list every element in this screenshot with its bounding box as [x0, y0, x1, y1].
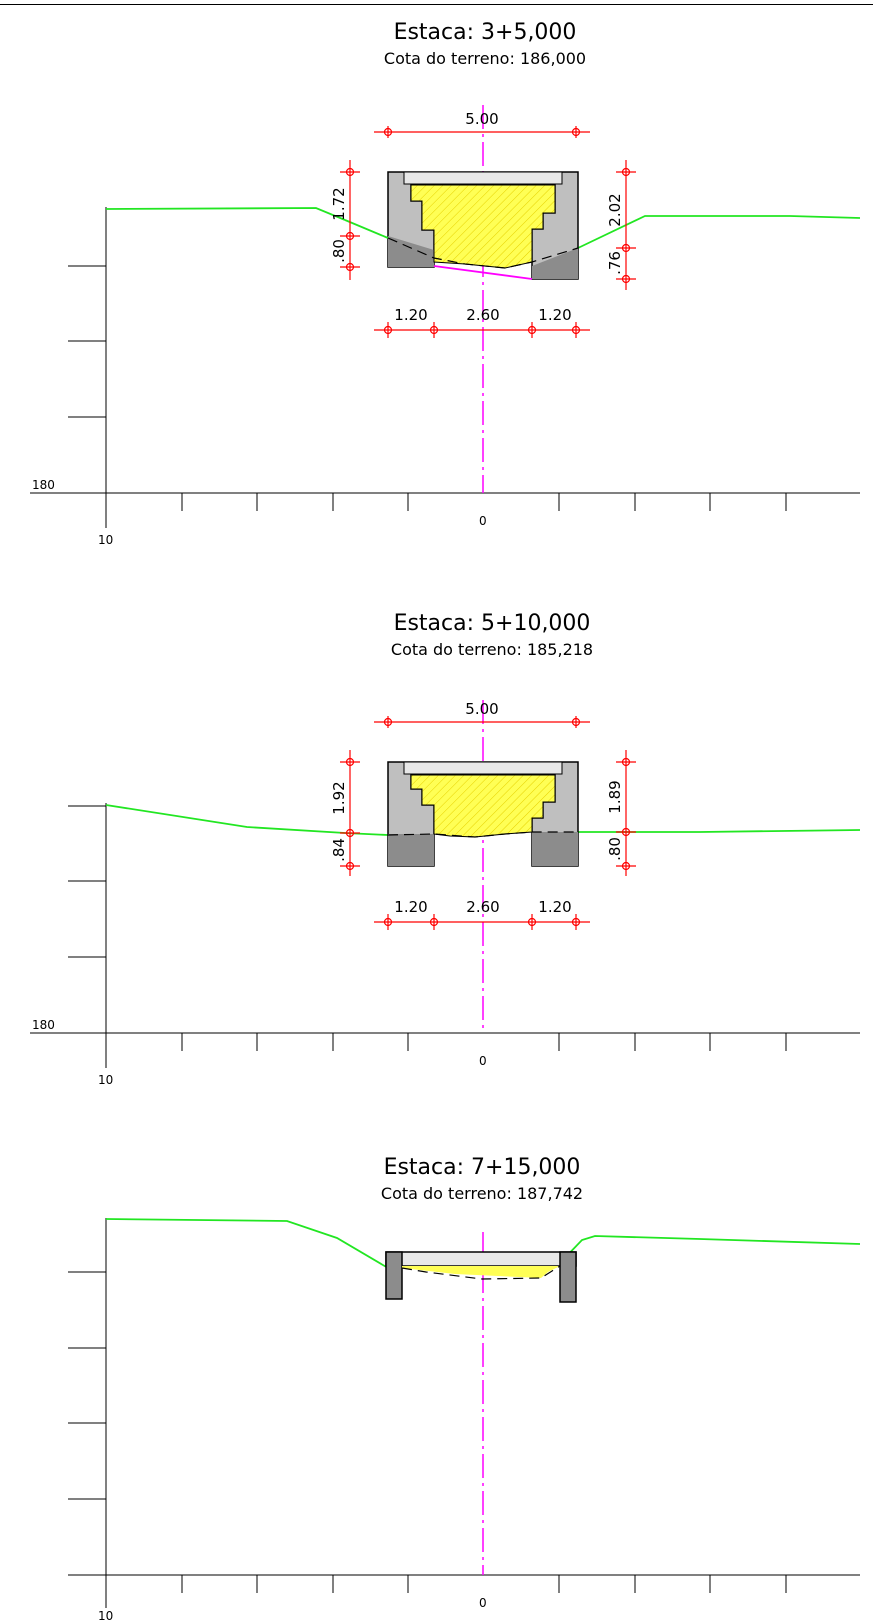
section-2-dim-right-top: 1.89	[606, 780, 624, 813]
section-3-center-label: 0	[479, 1596, 487, 1610]
section-1: Estaca: 3+5,000 Cota do terreno: 186,000…	[30, 20, 861, 547]
section-2-left-label: 10	[98, 1073, 113, 1087]
section-1-elevation-label: 180	[32, 478, 55, 492]
section-3-left-label: 10	[98, 1609, 113, 1622]
section-1-terrain-right	[577, 215, 861, 249]
section-2-center-label: 0	[479, 1054, 487, 1068]
section-1-axes	[30, 207, 860, 528]
section-1-dim-bottom-mid: 2.60	[466, 306, 499, 324]
section-1-dim-bottom-left: 1.20	[394, 306, 427, 324]
section-1-structure	[344, 171, 579, 280]
section-2-terrain-left	[105, 804, 389, 836]
section-2-axes	[30, 803, 860, 1068]
section-2-dimensions	[340, 716, 636, 930]
section-2-dim-bottom-right: 1.20	[538, 898, 571, 916]
section-3: Estaca: 7+15,000 Cota do terreno: 187,74…	[68, 1155, 861, 1622]
section-2-dim-left-bottom: .84	[330, 838, 348, 862]
section-3-title: Estaca: 7+15,000	[384, 1155, 581, 1180]
section-2-dim-bottom-mid: 2.60	[466, 898, 499, 916]
section-1-dim-width: 5.00	[465, 110, 498, 128]
section-3-axes	[68, 1218, 860, 1608]
section-2-elevation-label: 180	[32, 1018, 55, 1032]
section-1-dim-right-top: 2.02	[606, 193, 624, 226]
section-1-title: Estaca: 3+5,000	[394, 20, 577, 45]
section-2-dim-bottom-left: 1.20	[394, 898, 427, 916]
section-1-center-label: 0	[479, 514, 487, 528]
section-3-terrain-right	[557, 1235, 861, 1266]
section-2-dim-left-top: 1.92	[330, 781, 348, 814]
section-2-title: Estaca: 5+10,000	[394, 611, 591, 636]
section-2-structure	[387, 761, 579, 867]
section-2-dim-right-bottom: .80	[606, 837, 624, 861]
section-1-dim-left-top: 1.72	[330, 187, 348, 220]
section-3-subtitle: Cota do terreno: 187,742	[381, 1184, 583, 1203]
section-2-dim-width: 5.00	[465, 700, 498, 718]
section-1-dim-left-bottom: .80	[330, 239, 348, 263]
section-1-dimensions	[340, 126, 636, 338]
section-2-subtitle: Cota do terreno: 185,218	[391, 640, 593, 659]
section-3-terrain-left	[105, 1218, 389, 1269]
section-1-subtitle: Cota do terreno: 186,000	[384, 49, 586, 68]
section-3-structure	[385, 1251, 577, 1303]
section-1-dim-bottom-right: 1.20	[538, 306, 571, 324]
section-1-dim-right-bottom: .76	[606, 251, 624, 275]
section-1-terrain-left	[105, 207, 346, 221]
section-1-left-label: 10	[98, 533, 113, 547]
section-2: Estaca: 5+10,000 Cota do terreno: 185,21…	[30, 611, 861, 1087]
